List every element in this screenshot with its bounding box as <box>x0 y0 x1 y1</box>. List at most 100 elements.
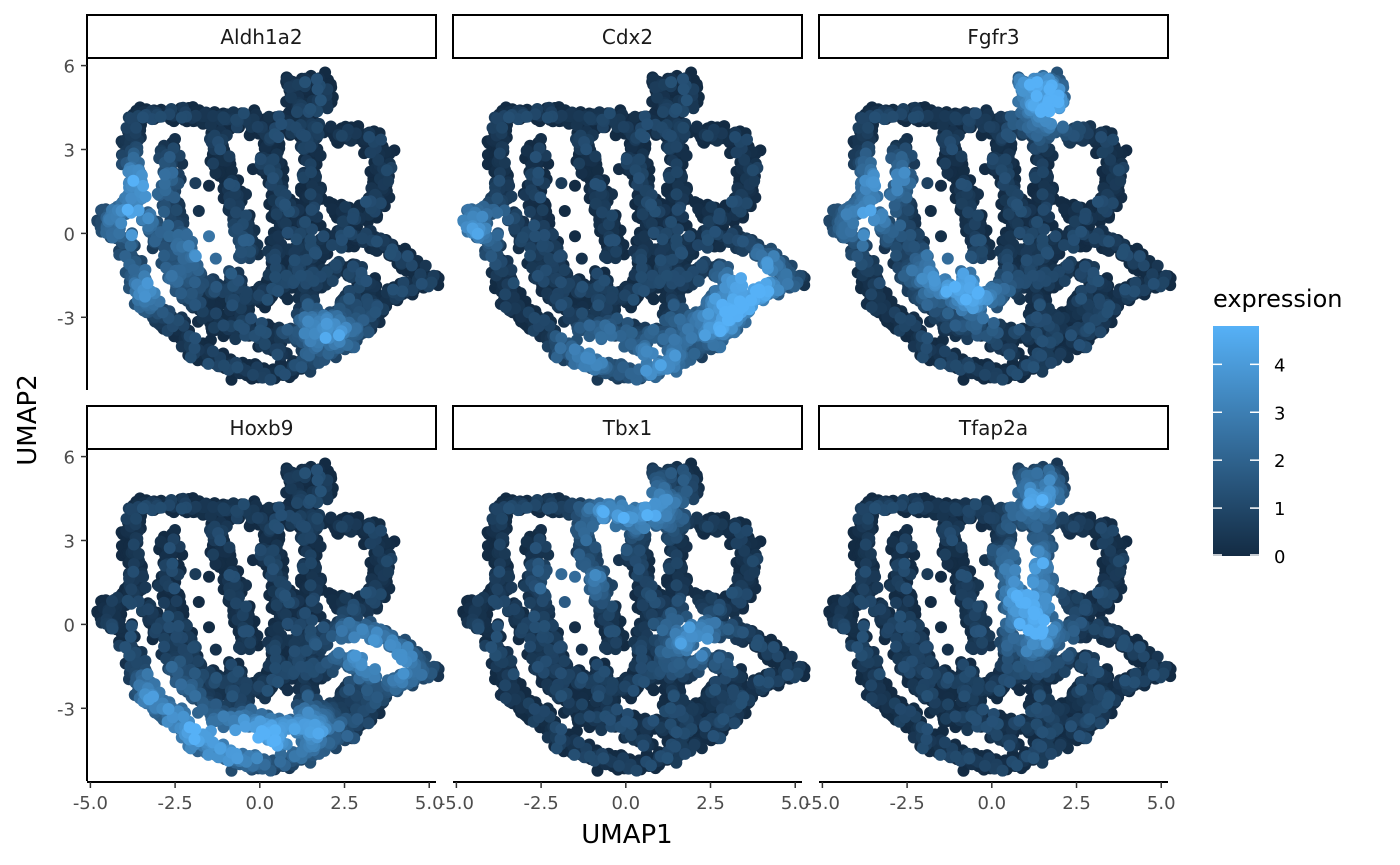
data-point <box>401 250 414 263</box>
data-point <box>139 290 151 303</box>
data-point <box>127 263 140 276</box>
data-point <box>214 143 227 156</box>
scatter-points <box>91 66 445 386</box>
data-point <box>279 368 291 381</box>
data-point <box>304 103 317 115</box>
data-point <box>210 307 222 320</box>
data-point <box>189 177 202 190</box>
data-point <box>275 118 288 131</box>
data-point <box>281 323 294 336</box>
data-point <box>311 83 324 96</box>
data-point <box>305 203 318 216</box>
data-point <box>294 269 307 282</box>
data-point <box>156 306 169 319</box>
data-point <box>251 120 264 133</box>
data-point <box>359 195 372 208</box>
data-point <box>267 153 280 166</box>
data-point <box>207 110 219 122</box>
data-point <box>271 348 284 361</box>
data-point <box>360 275 373 288</box>
data-point <box>154 110 167 123</box>
data-point <box>237 107 250 120</box>
data-point <box>269 271 282 283</box>
data-point <box>210 280 223 293</box>
data-point <box>115 217 128 230</box>
data-point <box>189 299 202 311</box>
data-point <box>121 203 134 216</box>
data-point <box>558 205 571 217</box>
y-tick-label: 6 <box>64 57 75 78</box>
data-point <box>125 229 138 242</box>
data-point <box>374 197 387 210</box>
data-point <box>165 269 178 282</box>
data-point <box>202 357 215 370</box>
data-point <box>261 293 274 306</box>
data-point <box>231 222 244 235</box>
data-point <box>569 179 581 192</box>
data-point <box>304 233 317 246</box>
data-point <box>319 331 332 344</box>
data-point <box>311 121 324 134</box>
y-tick-label: 0 <box>64 224 75 245</box>
data-point <box>382 175 395 187</box>
data-point <box>237 322 250 335</box>
data-point <box>298 327 311 340</box>
data-point <box>305 166 317 179</box>
data-point <box>225 267 238 280</box>
data-point <box>281 226 294 239</box>
data-point <box>343 225 356 238</box>
facet-panel-cdx2: Cdx2 <box>452 14 811 386</box>
data-point <box>304 188 317 201</box>
data-point <box>124 239 137 252</box>
data-point <box>127 174 140 187</box>
data-point <box>299 76 312 89</box>
data-point <box>235 246 248 259</box>
data-point <box>279 198 291 211</box>
data-point <box>299 216 311 228</box>
data-point <box>162 219 175 232</box>
data-point <box>217 319 230 332</box>
data-point <box>387 283 400 296</box>
data-point <box>217 111 230 124</box>
data-point <box>175 287 188 300</box>
data-point <box>139 190 152 203</box>
data-point <box>272 131 285 144</box>
data-point <box>370 235 383 248</box>
data-point <box>175 111 188 124</box>
data-point <box>569 230 581 243</box>
data-point <box>223 178 236 190</box>
data-point <box>226 299 239 312</box>
data-point <box>299 129 311 142</box>
data-point <box>158 205 170 218</box>
data-point <box>203 179 215 192</box>
data-point <box>375 133 387 146</box>
facet-strip-label: Cdx2 <box>602 25 653 49</box>
data-point <box>384 248 397 260</box>
y-tick-label: 3 <box>64 140 75 161</box>
data-point <box>254 324 267 337</box>
data-point <box>185 287 198 300</box>
data-point <box>136 111 149 124</box>
data-point <box>271 285 284 297</box>
data-point <box>192 205 205 217</box>
data-point <box>130 121 143 134</box>
data-point <box>158 249 171 262</box>
data-point <box>346 212 359 225</box>
data-point <box>207 157 220 170</box>
data-point <box>364 146 377 159</box>
data-point <box>304 140 317 153</box>
data-point <box>254 153 267 166</box>
data-point <box>141 277 154 290</box>
data-point <box>314 94 327 107</box>
data-point <box>356 232 369 245</box>
data-point <box>163 151 176 163</box>
data-point <box>113 227 126 240</box>
data-point <box>189 332 202 345</box>
data-point <box>237 234 250 247</box>
data-point <box>333 329 345 342</box>
data-point <box>380 164 393 177</box>
data-point <box>170 204 183 217</box>
